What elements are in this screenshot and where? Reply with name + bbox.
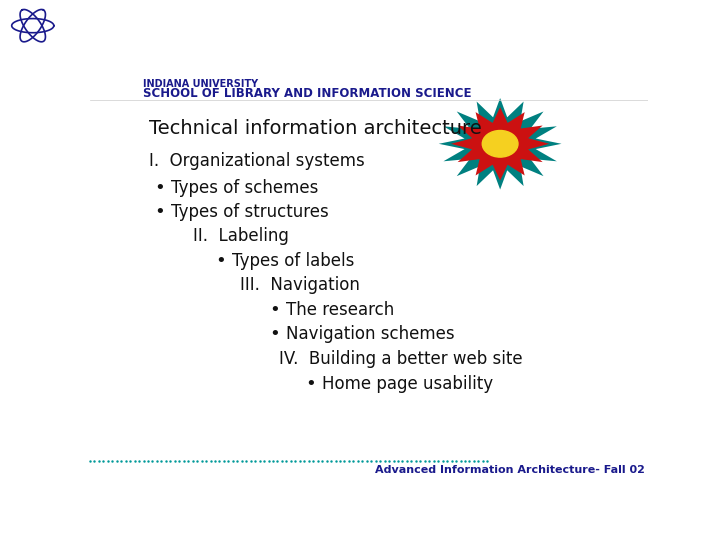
- Text: •: •: [154, 179, 165, 197]
- Text: II.  Labeling: II. Labeling: [193, 227, 289, 245]
- Text: •: •: [215, 252, 226, 270]
- Text: •: •: [270, 301, 280, 319]
- Text: Technical information architecture: Technical information architecture: [148, 119, 482, 138]
- Text: •: •: [305, 375, 315, 393]
- Polygon shape: [438, 98, 562, 190]
- Text: Types of labels: Types of labels: [233, 252, 355, 270]
- Text: Advanced Information Architecture- Fall 02: Advanced Information Architecture- Fall …: [375, 465, 645, 475]
- Polygon shape: [451, 107, 549, 180]
- Text: •: •: [270, 325, 280, 343]
- Text: The research: The research: [287, 301, 395, 319]
- Text: •: •: [154, 203, 165, 221]
- Text: INDIANA UNIVERSITY: INDIANA UNIVERSITY: [143, 79, 258, 89]
- Text: Navigation schemes: Navigation schemes: [287, 325, 455, 343]
- Text: Home page usability: Home page usability: [322, 375, 492, 393]
- Text: SCHOOL OF LIBRARY AND INFORMATION SCIENCE: SCHOOL OF LIBRARY AND INFORMATION SCIENC…: [143, 87, 472, 100]
- Text: I.  Organizational systems: I. Organizational systems: [148, 152, 364, 170]
- Text: IV.  Building a better web site: IV. Building a better web site: [279, 349, 522, 368]
- Text: III.  Navigation: III. Navigation: [240, 276, 359, 294]
- Circle shape: [482, 131, 518, 157]
- Text: Types of schemes: Types of schemes: [171, 179, 318, 197]
- Text: Types of structures: Types of structures: [171, 203, 328, 221]
